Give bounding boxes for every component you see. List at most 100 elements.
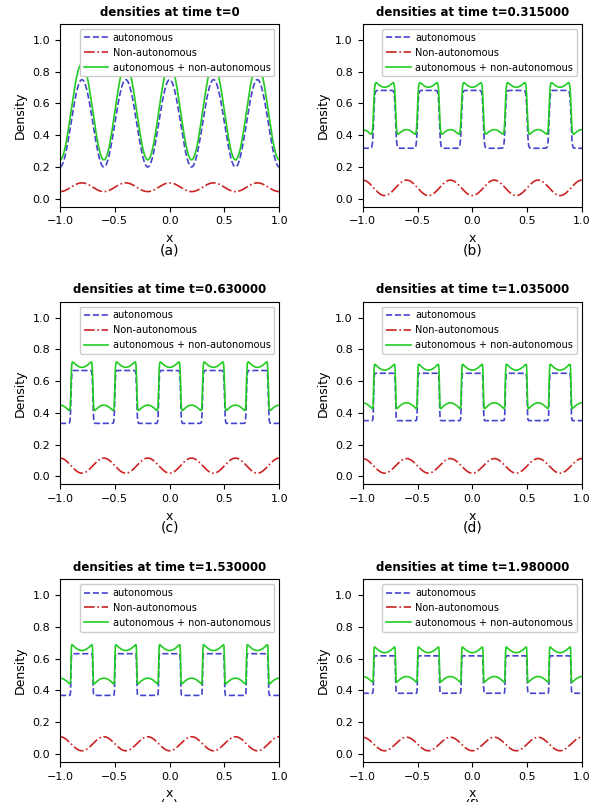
autonomous: [539, 144, 547, 153]
Non-autonomous: [490, 454, 497, 464]
autonomous: [163, 649, 170, 658]
autonomous + non-autonomous: [176, 96, 183, 106]
Non-autonomous: [276, 187, 283, 196]
autonomous: [276, 419, 283, 428]
Legend: autonomous, Non-autonomous, autonomous + non-autonomous: autonomous, Non-autonomous, autonomous +…: [382, 306, 577, 354]
autonomous + non-autonomous: [460, 78, 467, 87]
Non-autonomous: [539, 456, 547, 465]
autonomous + non-autonomous: [465, 364, 472, 374]
autonomous + non-autonomous: [56, 674, 64, 683]
autonomous: [276, 162, 283, 172]
autonomous + non-autonomous: [188, 400, 195, 410]
autonomous + non-autonomous: [242, 679, 249, 689]
Non-autonomous: [574, 177, 581, 187]
autonomous: [490, 688, 497, 698]
Non-autonomous: [276, 732, 283, 742]
autonomous: [381, 368, 388, 378]
Non-autonomous: [161, 744, 168, 754]
autonomous + non-autonomous: [359, 398, 366, 407]
autonomous + non-autonomous: [161, 361, 169, 371]
Non-autonomous: [176, 463, 183, 472]
Line: Non-autonomous: Non-autonomous: [362, 459, 582, 473]
X-axis label: x: x: [469, 788, 476, 800]
autonomous + non-autonomous: [276, 155, 283, 164]
Text: (a): (a): [160, 243, 179, 257]
autonomous + non-autonomous: [503, 359, 510, 369]
autonomous + non-autonomous: [56, 155, 64, 164]
Non-autonomous: [236, 455, 244, 464]
autonomous: [163, 81, 170, 91]
Non-autonomous: [56, 187, 64, 196]
autonomous + non-autonomous: [161, 71, 168, 81]
Legend: autonomous, Non-autonomous, autonomous + non-autonomous: autonomous, Non-autonomous, autonomous +…: [80, 306, 274, 354]
autonomous + non-autonomous: [574, 399, 581, 409]
autonomous + non-autonomous: [187, 155, 194, 164]
Non-autonomous: [381, 191, 388, 200]
autonomous: [161, 649, 168, 658]
Line: autonomous + non-autonomous: autonomous + non-autonomous: [362, 83, 582, 134]
autonomous: [56, 419, 64, 428]
autonomous + non-autonomous: [187, 674, 194, 683]
autonomous: [464, 368, 471, 378]
Y-axis label: Density: Density: [317, 647, 329, 695]
autonomous + non-autonomous: [271, 674, 278, 684]
Title: densities at time t=0.630000: densities at time t=0.630000: [73, 283, 266, 296]
Non-autonomous: [79, 178, 86, 188]
autonomous + non-autonomous: [110, 406, 117, 415]
Non-autonomous: [187, 732, 194, 742]
autonomous + non-autonomous: [359, 672, 366, 682]
autonomous: [574, 415, 581, 425]
Text: (b): (b): [463, 243, 482, 257]
Non-autonomous: [539, 177, 547, 187]
autonomous + non-autonomous: [163, 362, 170, 371]
autonomous + non-autonomous: [176, 358, 183, 368]
autonomous + non-autonomous: [359, 125, 366, 135]
Non-autonomous: [359, 176, 366, 185]
Line: autonomous: autonomous: [60, 371, 280, 423]
Legend: autonomous, Non-autonomous, autonomous + non-autonomous: autonomous, Non-autonomous, autonomous +…: [80, 584, 274, 632]
Line: autonomous: autonomous: [362, 91, 582, 148]
Non-autonomous: [490, 732, 497, 742]
autonomous: [276, 691, 283, 700]
autonomous + non-autonomous: [490, 398, 497, 407]
autonomous + non-autonomous: [237, 403, 244, 412]
Non-autonomous: [478, 741, 485, 751]
autonomous + non-autonomous: [56, 400, 64, 410]
Line: autonomous + non-autonomous: autonomous + non-autonomous: [362, 364, 582, 409]
Non-autonomous: [236, 734, 244, 743]
autonomous: [578, 415, 586, 425]
autonomous + non-autonomous: [415, 642, 422, 652]
autonomous + non-autonomous: [478, 359, 485, 369]
Non-autonomous: [271, 734, 278, 743]
autonomous: [176, 109, 183, 119]
Non-autonomous: [79, 746, 86, 755]
Non-autonomous: [465, 468, 472, 477]
autonomous + non-autonomous: [271, 144, 278, 154]
X-axis label: x: x: [166, 788, 173, 800]
autonomous + non-autonomous: [578, 672, 586, 682]
autonomous + non-autonomous: [574, 126, 581, 136]
Non-autonomous: [539, 734, 547, 743]
Non-autonomous: [276, 453, 283, 463]
autonomous + non-autonomous: [465, 81, 472, 91]
autonomous + non-autonomous: [236, 675, 244, 685]
autonomous + non-autonomous: [276, 674, 283, 683]
Non-autonomous: [465, 190, 472, 200]
Non-autonomous: [478, 184, 485, 194]
autonomous + non-autonomous: [79, 59, 86, 69]
Non-autonomous: [187, 453, 194, 463]
Non-autonomous: [161, 179, 168, 188]
autonomous + non-autonomous: [464, 646, 472, 656]
autonomous: [574, 688, 581, 698]
autonomous: [464, 651, 471, 661]
Y-axis label: Density: Density: [14, 91, 27, 139]
X-axis label: x: x: [469, 232, 476, 245]
autonomous + non-autonomous: [540, 127, 547, 136]
Non-autonomous: [161, 467, 168, 476]
autonomous + non-autonomous: [112, 640, 119, 650]
autonomous + non-autonomous: [271, 402, 278, 411]
Line: autonomous + non-autonomous: autonomous + non-autonomous: [60, 64, 280, 160]
Non-autonomous: [236, 186, 244, 196]
autonomous + non-autonomous: [163, 645, 170, 654]
autonomous + non-autonomous: [479, 642, 486, 652]
